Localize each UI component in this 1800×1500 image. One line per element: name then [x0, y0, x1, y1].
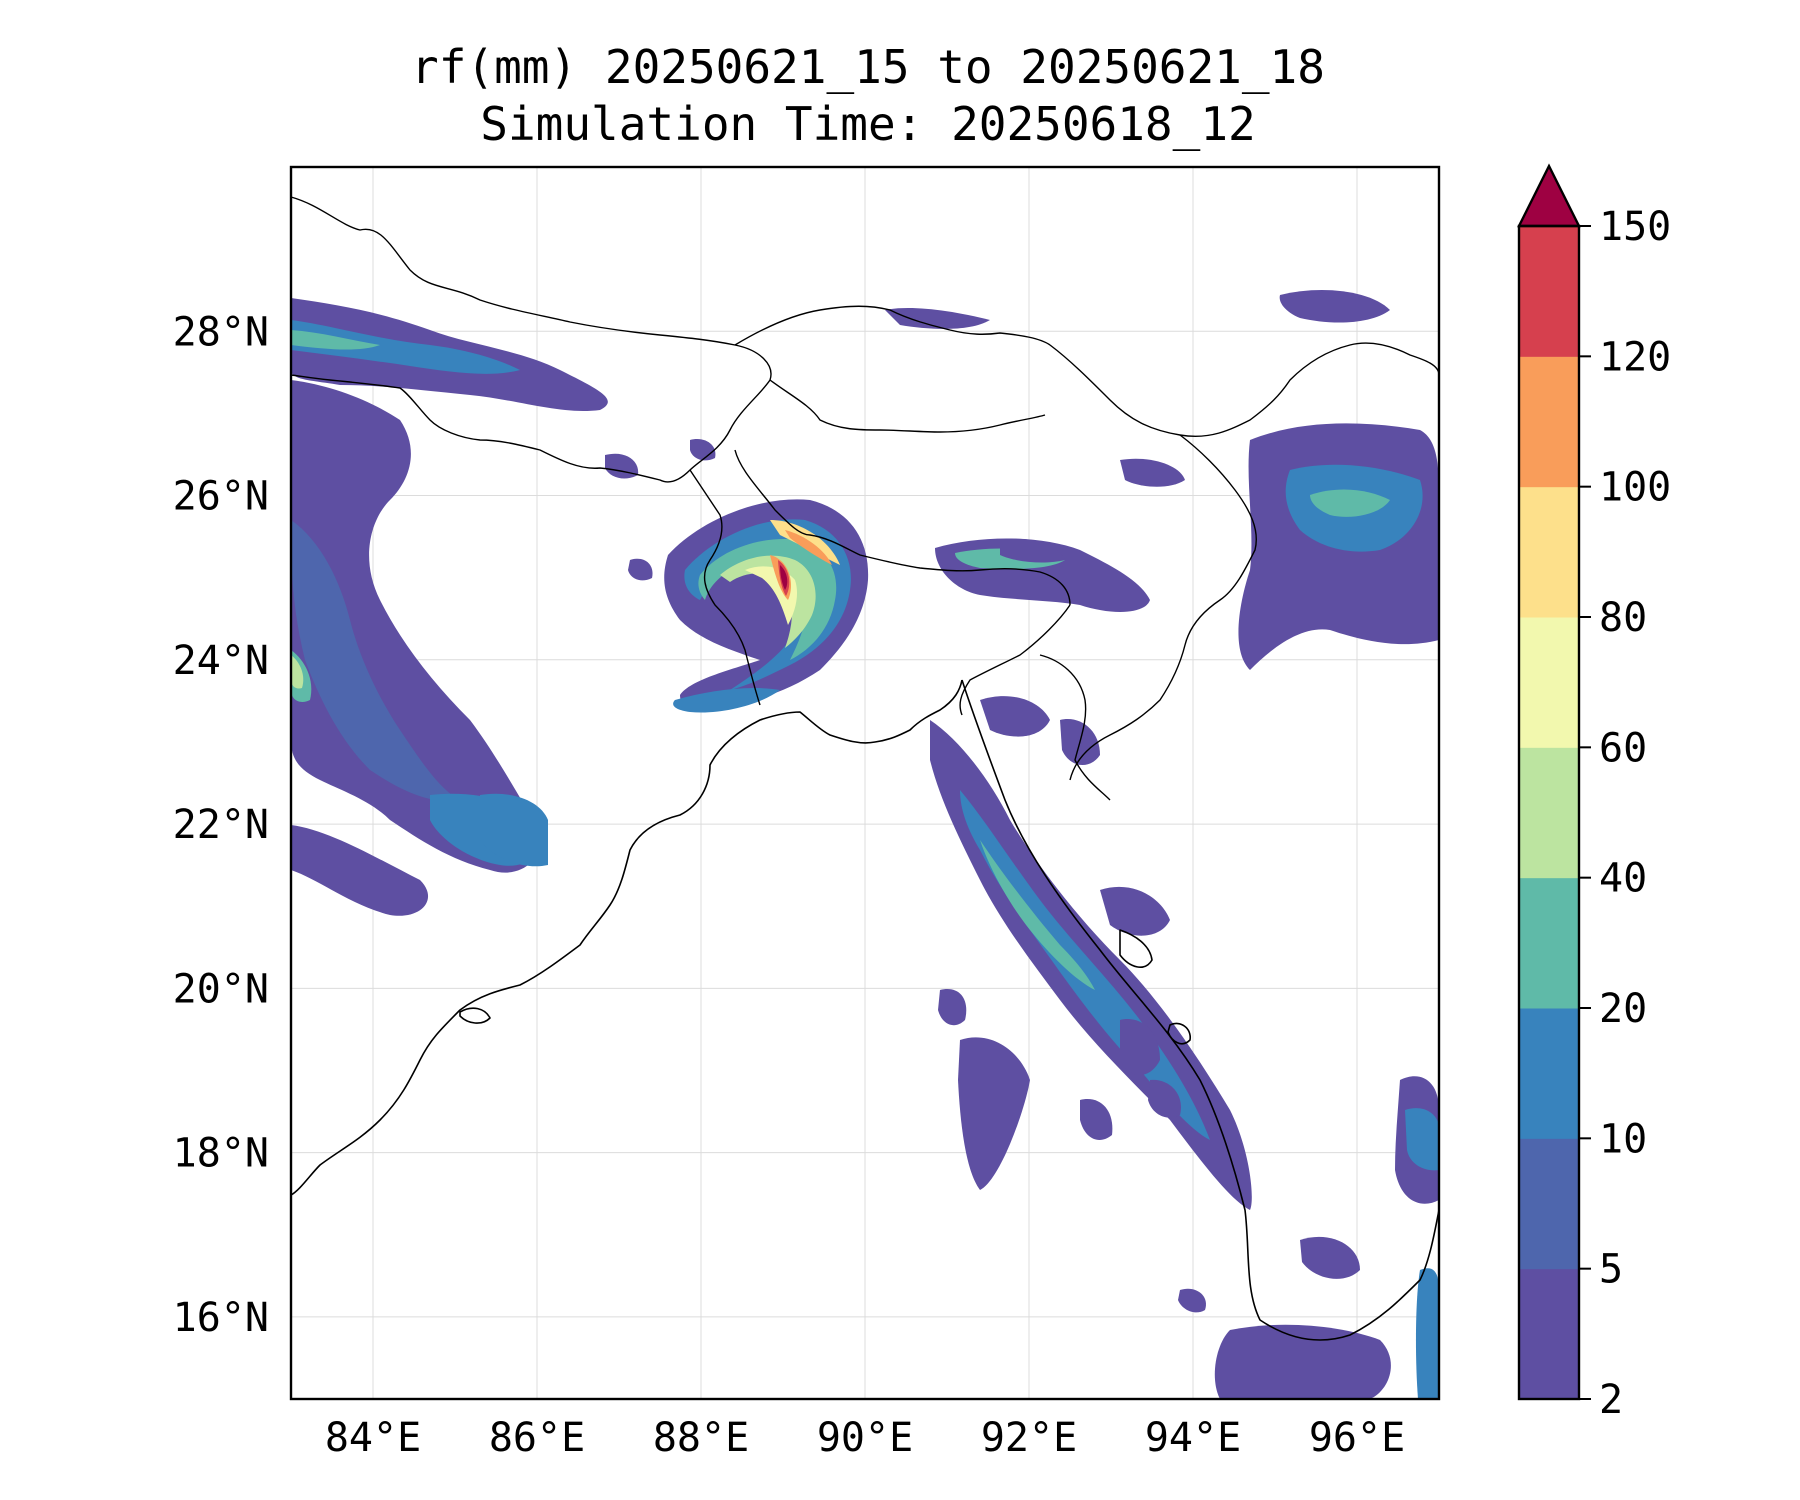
colorbar: 2 5 10 20 40 60 80 100 120 150 [1517, 163, 1671, 1423]
colorbar-segment [1519, 877, 1579, 1009]
gridlines [291, 167, 1439, 1399]
colorbar-segment [1519, 1008, 1579, 1139]
colorbar-segment [1519, 1138, 1579, 1270]
x-tick-label: 86°E [489, 1415, 585, 1461]
colorbar-tick-label: 80 [1599, 595, 1647, 641]
y-tick-label: 28°N [173, 309, 269, 355]
y-tick-label: 16°N [173, 1295, 269, 1341]
colorbar-tick-label: 40 [1599, 856, 1647, 902]
colorbar-tick-label: 5 [1599, 1247, 1623, 1293]
y-tick-label: 20°N [173, 966, 269, 1012]
colorbar-tick-label: 10 [1599, 1116, 1647, 1162]
x-tick-label: 84°E [325, 1415, 421, 1461]
x-tick-label: 88°E [653, 1415, 749, 1461]
y-tick-label: 24°N [173, 638, 269, 684]
colorbar-segment [1519, 747, 1579, 879]
figure-title-line2: Simulation Time: 20250618_12 [480, 97, 1255, 151]
y-tick-label: 26°N [173, 474, 269, 520]
colorbar-tick-label: 150 [1599, 204, 1671, 250]
map-frame [289, 165, 1441, 1401]
colorbar-tick-label: 60 [1599, 725, 1647, 771]
coastlines-and-borders [290, 196, 1440, 1341]
x-axis-tick-labels: 84°E 86°E 88°E 90°E 92°E 94°E 96°E [325, 1415, 1405, 1461]
colorbar-tick-label: 100 [1599, 465, 1671, 511]
colorbar-segment [1519, 1268, 1579, 1400]
x-tick-label: 92°E [981, 1415, 1077, 1461]
colorbar-tick-label: 120 [1599, 334, 1671, 380]
colorbar-segment [1519, 486, 1579, 618]
colorbar-segment [1519, 226, 1579, 357]
x-tick-label: 94°E [1145, 1415, 1241, 1461]
colorbar-extend-arrow [1517, 163, 1581, 228]
x-tick-label: 96°E [1309, 1415, 1405, 1461]
y-axis-tick-labels: 16°N 18°N 20°N 22°N 24°N 26°N 28°N [173, 309, 269, 1341]
colorbar-frame [1517, 224, 1581, 1401]
colorbar-tick-label: 20 [1599, 986, 1647, 1032]
colorbar-segment [1519, 356, 1579, 488]
y-tick-label: 18°N [173, 1131, 269, 1177]
rainfall-shading [291, 290, 1439, 1399]
colorbar-tick-label: 2 [1599, 1377, 1623, 1423]
colorbar-segment [1519, 617, 1579, 748]
figure-title-line1: rf(mm) 20250621_15 to 20250621_18 [411, 40, 1325, 94]
map-panel: 84°E 86°E 88°E 90°E 92°E 94°E 96°E 16°N 18°N 20°… [173, 165, 1441, 1461]
x-tick-label: 90°E [817, 1415, 913, 1461]
y-tick-label: 22°N [173, 802, 269, 848]
